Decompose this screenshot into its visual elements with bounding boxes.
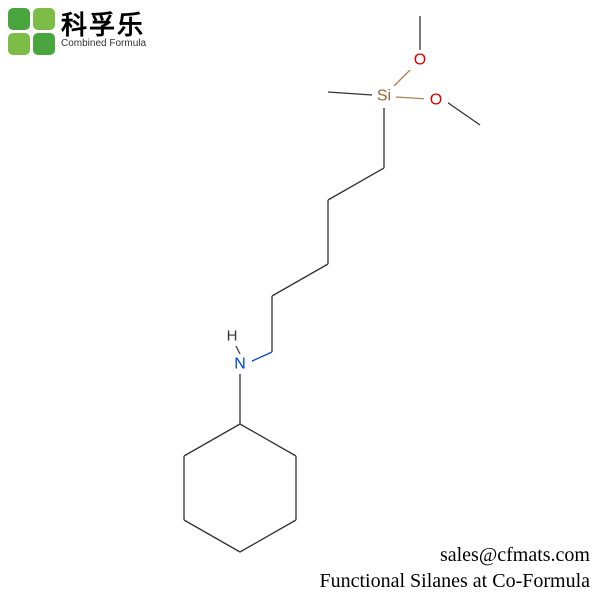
bond <box>396 97 428 99</box>
atom-label-h: H <box>227 328 238 345</box>
atom-label-o2: O <box>430 92 442 109</box>
tagline: Functional Silanes at Co-Formula <box>319 568 590 594</box>
bond <box>240 424 296 456</box>
atom-label-o1: O <box>414 52 426 69</box>
bond <box>250 352 272 362</box>
contact-email: sales@cfmats.com <box>319 542 590 568</box>
bond <box>272 264 328 296</box>
bond <box>328 168 384 200</box>
bond <box>328 92 372 95</box>
atom-label-n: N <box>234 356 246 373</box>
bond <box>184 520 240 552</box>
bond <box>184 424 240 456</box>
atom-label-si: Si <box>377 88 391 105</box>
bond <box>240 520 296 552</box>
bond <box>444 100 480 125</box>
footer: sales@cfmats.com Functional Silanes at C… <box>319 542 590 594</box>
molecule-diagram: Si O O NH <box>0 0 600 600</box>
